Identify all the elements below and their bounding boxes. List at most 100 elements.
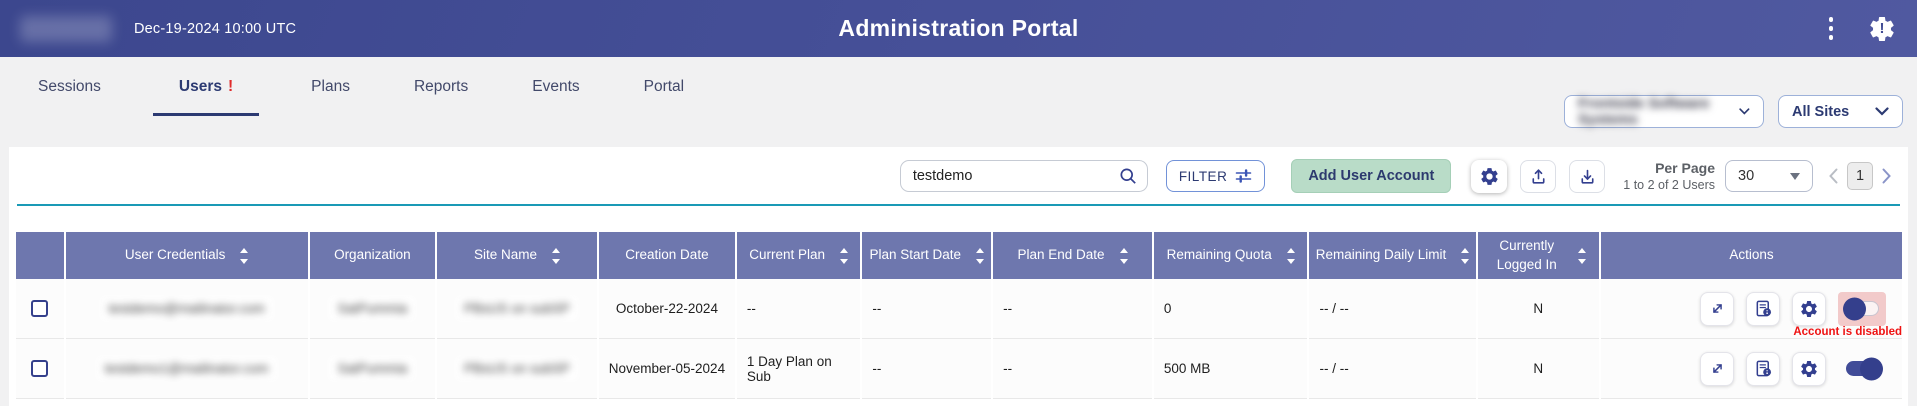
sort-icons (1286, 247, 1295, 264)
col-remaining-daily-limit[interactable]: Remaining Daily Limit (1309, 232, 1476, 279)
gear-icon (1481, 167, 1498, 185)
user-credentials-redacted: testdemo@mailinator.com (100, 297, 273, 320)
utc-timestamp: Dec-19-2024 10:00 UTC (134, 20, 297, 37)
pagination: 1 (1828, 162, 1896, 190)
col-site-name[interactable]: Site Name (437, 232, 597, 279)
col-currently-logged-in[interactable]: Currently Logged In (1477, 232, 1599, 279)
sort-icons (976, 247, 985, 264)
user-details-button[interactable] (1746, 351, 1780, 386)
sort-icons (1119, 247, 1128, 264)
top-bar: Dec-19-2024 10:00 UTC Administration Por… (0, 0, 1917, 57)
col-remaining-quota[interactable]: Remaining Quota (1153, 232, 1308, 279)
search-icon[interactable] (1119, 167, 1137, 185)
document-info-icon (1756, 300, 1771, 317)
per-page-label: Per Page (1655, 159, 1715, 176)
organization-select[interactable]: Frontside Software Systems (1564, 95, 1764, 128)
sort-icons (1577, 247, 1586, 264)
user-settings-button[interactable] (1792, 291, 1826, 326)
toggle-switch-off (1842, 297, 1879, 320)
gear-icon (1801, 360, 1817, 377)
col-plan-end-date[interactable]: Plan End Date (993, 232, 1152, 279)
plan-end-date-cell: -- (993, 339, 1152, 399)
plan-end-date-cell: -- (993, 279, 1152, 339)
page-size-value: 30 (1738, 168, 1755, 184)
user-settings-button[interactable] (1792, 351, 1826, 386)
teal-divider (17, 204, 1900, 206)
users-table: User Credentials Organization Site Name … (14, 232, 1904, 399)
table-settings-button[interactable] (1471, 159, 1508, 193)
add-user-account-button[interactable]: Add User Account (1291, 159, 1452, 193)
download-icon (1581, 169, 1594, 184)
site-name-redacted: PBsUS on subSP (456, 357, 578, 380)
tab-sessions[interactable]: Sessions (38, 78, 101, 95)
expand-button[interactable] (1700, 351, 1734, 386)
col-creation-date: Creation Date (598, 232, 735, 279)
currently-logged-in-cell: N (1477, 279, 1599, 339)
search-input[interactable] (912, 168, 1119, 184)
logo (20, 15, 112, 42)
col-organization: Organization (309, 232, 436, 279)
users-toolbar: FILTER Add User Account Per Page 1 to 2 … (9, 147, 1908, 193)
tab-reports[interactable]: Reports (413, 78, 469, 95)
current-plan-cell: -- (736, 279, 861, 339)
kebab-menu-icon[interactable] (1823, 13, 1840, 44)
caret-down-icon (1790, 172, 1800, 180)
tab-events[interactable]: Events (532, 78, 580, 95)
site-select[interactable]: All Sites (1778, 95, 1903, 128)
user-details-button[interactable] (1746, 291, 1780, 326)
row-checkbox[interactable] (31, 360, 49, 377)
row-actions (1605, 351, 1898, 386)
currently-logged-in-cell: N (1477, 339, 1599, 399)
account-enabled-toggle[interactable]: Account is disabled (1793, 291, 1902, 338)
remaining-quota-cell: 500 MB (1153, 339, 1308, 399)
table-row: testdemo@mailinator.com SatPummia PBsUS … (16, 279, 1902, 339)
account-enabled-toggle[interactable] (1838, 352, 1886, 386)
col-checkbox (16, 232, 64, 279)
col-user-credentials[interactable]: User Credentials (65, 232, 308, 279)
per-page-info: Per Page 1 to 2 of 2 Users (1623, 159, 1715, 193)
row-actions: Account is disabled (1605, 291, 1902, 338)
content-panel: FILTER Add User Account Per Page 1 to 2 … (9, 147, 1908, 406)
tab-users[interactable]: Users! (152, 78, 260, 116)
col-plan-start-date[interactable]: Plan Start Date (862, 232, 992, 279)
table-row: testdemo1@mailinator.com SatPummia PBsUS… (16, 339, 1902, 399)
remaining-daily-limit-cell: -- / -- (1309, 279, 1476, 339)
chevron-down-icon (1875, 107, 1889, 116)
download-button[interactable] (1569, 159, 1606, 193)
sort-icons (840, 247, 849, 264)
filter-button[interactable]: FILTER (1165, 160, 1266, 192)
organization-select-value-redacted: Frontside Software Systems (1578, 95, 1710, 128)
current-page-button[interactable]: 1 (1847, 162, 1873, 190)
upload-button[interactable] (1520, 159, 1557, 193)
site-name-redacted: PBsUS on subSP (456, 297, 578, 320)
toggle-switch-on (1845, 357, 1883, 380)
tab-portal[interactable]: Portal (643, 78, 685, 95)
expand-icon (1712, 364, 1722, 373)
next-page-button[interactable] (1881, 168, 1892, 184)
sort-icons (552, 247, 561, 264)
alert-gear-icon[interactable]: ! (1867, 14, 1897, 44)
account-disabled-label: Account is disabled (1793, 325, 1902, 338)
sub-header: Sessions Users! Plans Reports Events Por… (0, 57, 1917, 147)
prev-page-button[interactable] (1828, 168, 1839, 184)
plan-start-date-cell: -- (862, 279, 992, 339)
site-select-value: All Sites (1792, 103, 1850, 120)
chevron-right-icon (1882, 168, 1891, 184)
col-current-plan[interactable]: Current Plan (736, 232, 861, 279)
tab-plans[interactable]: Plans (311, 78, 350, 95)
current-plan-cell: 1 Day Plan on Sub (736, 339, 861, 399)
row-checkbox[interactable] (31, 300, 49, 317)
remaining-quota-cell: 0 (1153, 279, 1308, 339)
remaining-daily-limit-cell: -- / -- (1309, 339, 1476, 399)
chevron-left-icon (1829, 168, 1838, 184)
page-size-select[interactable]: 30 (1725, 160, 1813, 192)
upload-icon (1532, 168, 1545, 184)
expand-icon (1712, 304, 1722, 313)
gear-icon (1801, 300, 1817, 317)
user-credentials-redacted: testdemo1@mailinator.com (96, 357, 277, 380)
document-info-icon (1756, 360, 1771, 377)
table-header-row: User Credentials Organization Site Name … (16, 232, 1902, 279)
sort-icons (240, 247, 249, 264)
results-range: 1 to 2 of 2 Users (1623, 177, 1715, 192)
expand-button[interactable] (1700, 291, 1734, 326)
